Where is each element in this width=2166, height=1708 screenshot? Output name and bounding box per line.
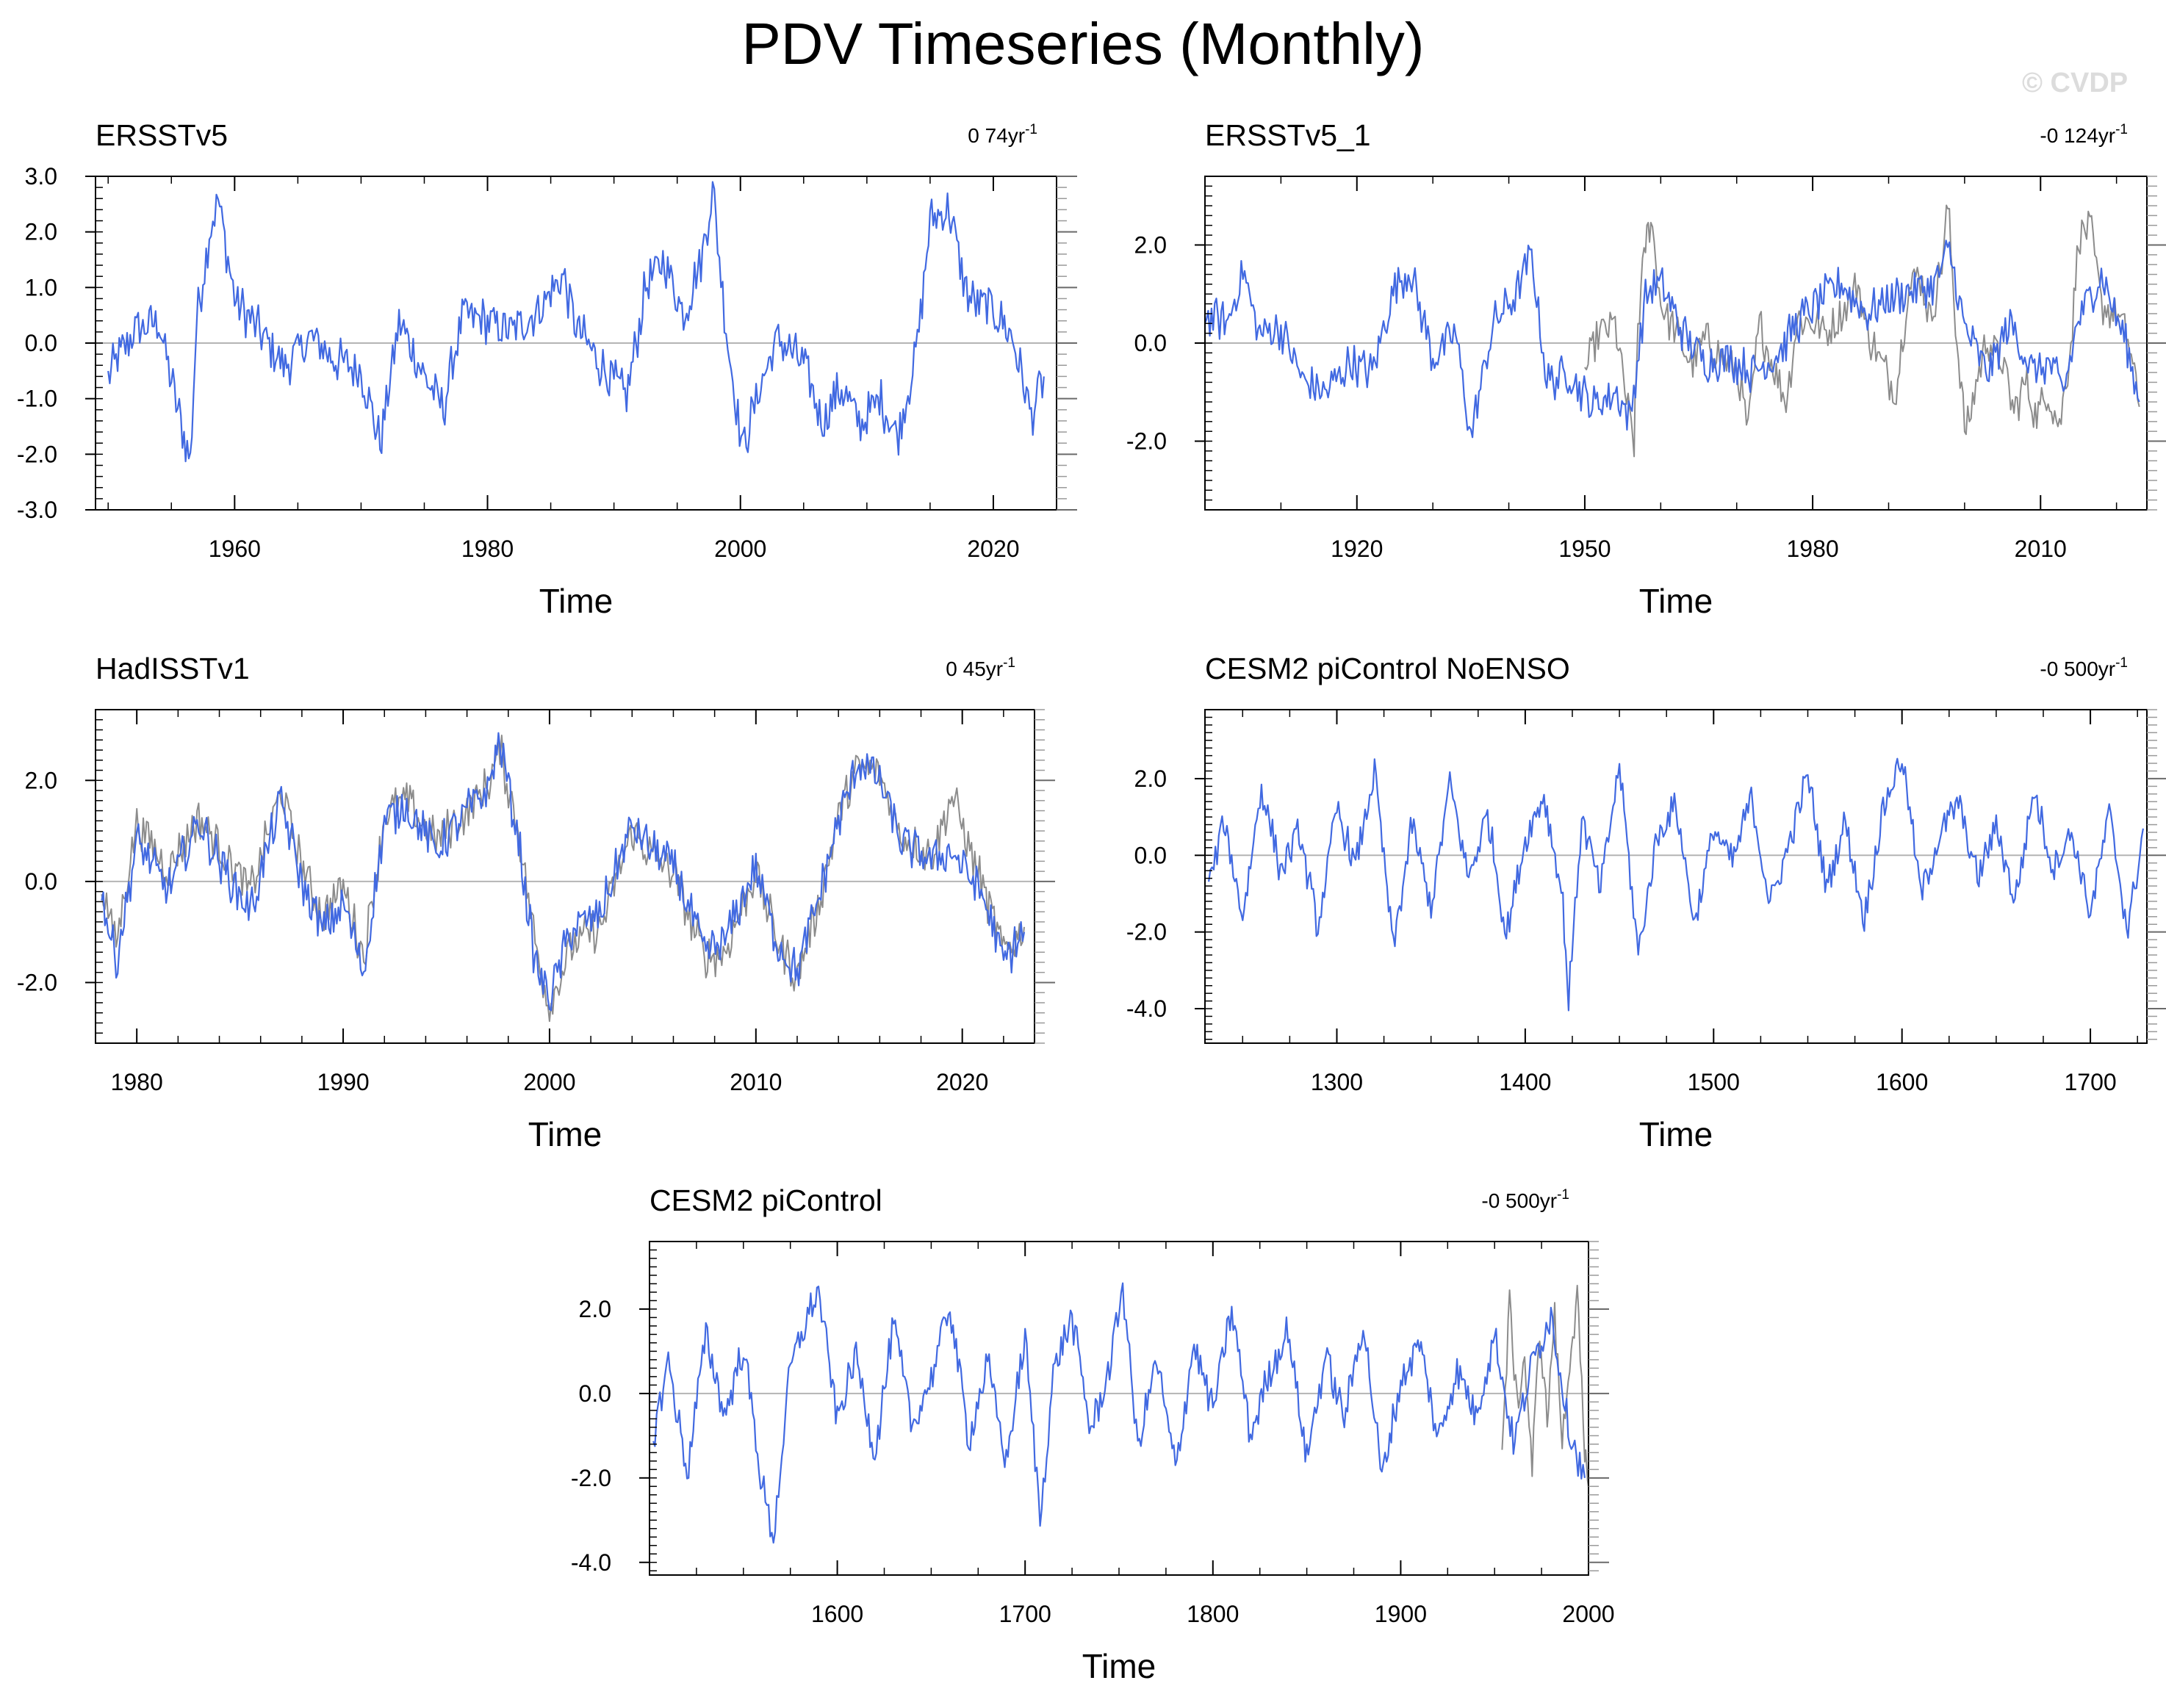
y-tick-label: 0.0 <box>1134 330 1167 356</box>
trend-exponent: -1 <box>2115 655 2128 671</box>
y-tick-label: 0.0 <box>1134 842 1167 868</box>
chart-panel-4: 1600 1700 1800 1900 2000 -4.0 -2.0 0.0 2.0 CESM2 … <box>571 1183 1615 1685</box>
x-tick-label: 1920 <box>1331 536 1383 562</box>
trend-exponent: -1 <box>1025 122 1037 137</box>
y-tick-label: -3.0 <box>17 497 57 523</box>
y-tick-label: 0.0 <box>579 1380 611 1407</box>
series-line-cesm2-picontrol-noenso <box>1208 757 2144 1012</box>
trend-exponent: -1 <box>1557 1187 1569 1203</box>
x-tick-label: 1700 <box>2064 1069 2116 1095</box>
x-tick-label: 2020 <box>967 536 1019 562</box>
y-tick-label: 2.0 <box>579 1296 611 1322</box>
series-line-cesm2-picontrol <box>652 1282 1586 1544</box>
trend-label: -0 124yr-1 <box>2040 122 2128 147</box>
x-tick-label: 1600 <box>1876 1069 1928 1095</box>
axes-frame <box>95 709 1035 1044</box>
y-tick-label: -2.0 <box>17 441 57 467</box>
panel-title: ERSSTv5_1 <box>1205 118 1371 152</box>
y-tick-label: -4.0 <box>571 1549 611 1576</box>
y-tick-label: 2.0 <box>25 767 57 793</box>
trend-label: 0 45yr-1 <box>946 655 1015 680</box>
x-tick-label: 2000 <box>1562 1601 1614 1627</box>
x-tick-label: 1500 <box>1688 1069 1740 1095</box>
panel-title: CESM2 piControl NoENSO <box>1205 652 1570 685</box>
y-tick-label: -2.0 <box>1126 428 1167 455</box>
series-line-ersstv5-1 <box>1203 239 2140 439</box>
y-tick-label: 2.0 <box>1134 231 1167 258</box>
series-line-ersstv5 <box>107 181 1045 463</box>
y-tick-label: 0.0 <box>25 330 57 356</box>
x-axis-title: Time <box>539 582 614 620</box>
x-tick-label: 1400 <box>1499 1069 1551 1095</box>
x-tick-label: 2010 <box>2015 536 2067 562</box>
cvdp-watermark: © CVDP <box>2022 68 2129 98</box>
x-axis-title: Time <box>1639 1115 1713 1153</box>
y-tick-label: 1.0 <box>25 274 57 300</box>
x-tick-label: 1300 <box>1311 1069 1363 1095</box>
x-tick-label: 1980 <box>111 1069 163 1095</box>
series-line-hadisstv1 <box>101 732 1026 1012</box>
series-line-reference-ersstv5- <box>1501 1284 1589 1487</box>
x-tick-label: 1700 <box>999 1601 1051 1627</box>
x-axis-title: Time <box>1639 582 1713 620</box>
y-tick-label: -1.0 <box>17 386 57 412</box>
series-line-reference-ersstv5- <box>101 735 1025 1023</box>
series-line-reference-ersstv5- <box>1584 204 2140 458</box>
y-tick-label: 2.0 <box>1134 765 1167 792</box>
x-tick-label: 2020 <box>936 1069 988 1095</box>
x-tick-label: 2000 <box>714 536 766 562</box>
chart-panel-1: 1920 1950 1980 2010 -2.0 0.0 2.0 ERSSTv5_1 -0 12… <box>1126 118 2166 620</box>
panel-title: HadISSTv1 <box>96 652 250 685</box>
x-tick-label: 1990 <box>317 1069 369 1095</box>
x-tick-label: 1800 <box>1187 1601 1239 1627</box>
y-tick-label: -4.0 <box>1126 995 1167 1022</box>
x-tick-label: 1960 <box>209 536 261 562</box>
panel-title: CESM2 piControl <box>650 1183 882 1217</box>
chart-panel-0: 1960 1980 2000 2020 -3.0 -2.0 -1.0 0.0 1.0 2.0 3.0… <box>17 118 1077 620</box>
y-tick-label: 0.0 <box>25 868 57 895</box>
figure-title: PDV Timeseries (Monthly) <box>741 11 1425 76</box>
x-tick-label: 1600 <box>811 1601 863 1627</box>
x-tick-label: 1950 <box>1558 536 1611 562</box>
x-axis-title: Time <box>1082 1647 1156 1685</box>
trend-exponent: -1 <box>2115 122 2128 137</box>
x-tick-label: 1980 <box>461 536 514 562</box>
x-tick-label: 2010 <box>730 1069 782 1095</box>
chart-panel-2: 1980 1990 2000 2010 2020 -2.0 0.0 2.0 HadISSTv1 0… <box>17 652 1055 1153</box>
panel-title: ERSSTv5 <box>96 118 228 152</box>
x-tick-label: 1900 <box>1375 1601 1427 1627</box>
x-tick-label: 2000 <box>523 1069 575 1095</box>
trend-label: 0 74yr-1 <box>968 122 1037 147</box>
x-tick-label: 1980 <box>1787 536 1839 562</box>
x-axis-title: Time <box>528 1115 602 1153</box>
y-tick-label: -2.0 <box>571 1465 611 1491</box>
axes-frame <box>1204 709 2148 1044</box>
y-tick-label: 2.0 <box>25 219 57 245</box>
trend-exponent: -1 <box>1003 655 1015 671</box>
y-tick-label: 3.0 <box>25 163 57 190</box>
trend-label: -0 500yr-1 <box>1481 1187 1569 1212</box>
y-tick-label: -2.0 <box>17 969 57 995</box>
chart-panel-3: 1300 1400 1500 1600 1700 -4.0 -2.0 0.0 2.0 CESM2 … <box>1126 652 2166 1153</box>
y-tick-label: -2.0 <box>1126 919 1167 945</box>
trend-label: -0 500yr-1 <box>2040 655 2128 680</box>
